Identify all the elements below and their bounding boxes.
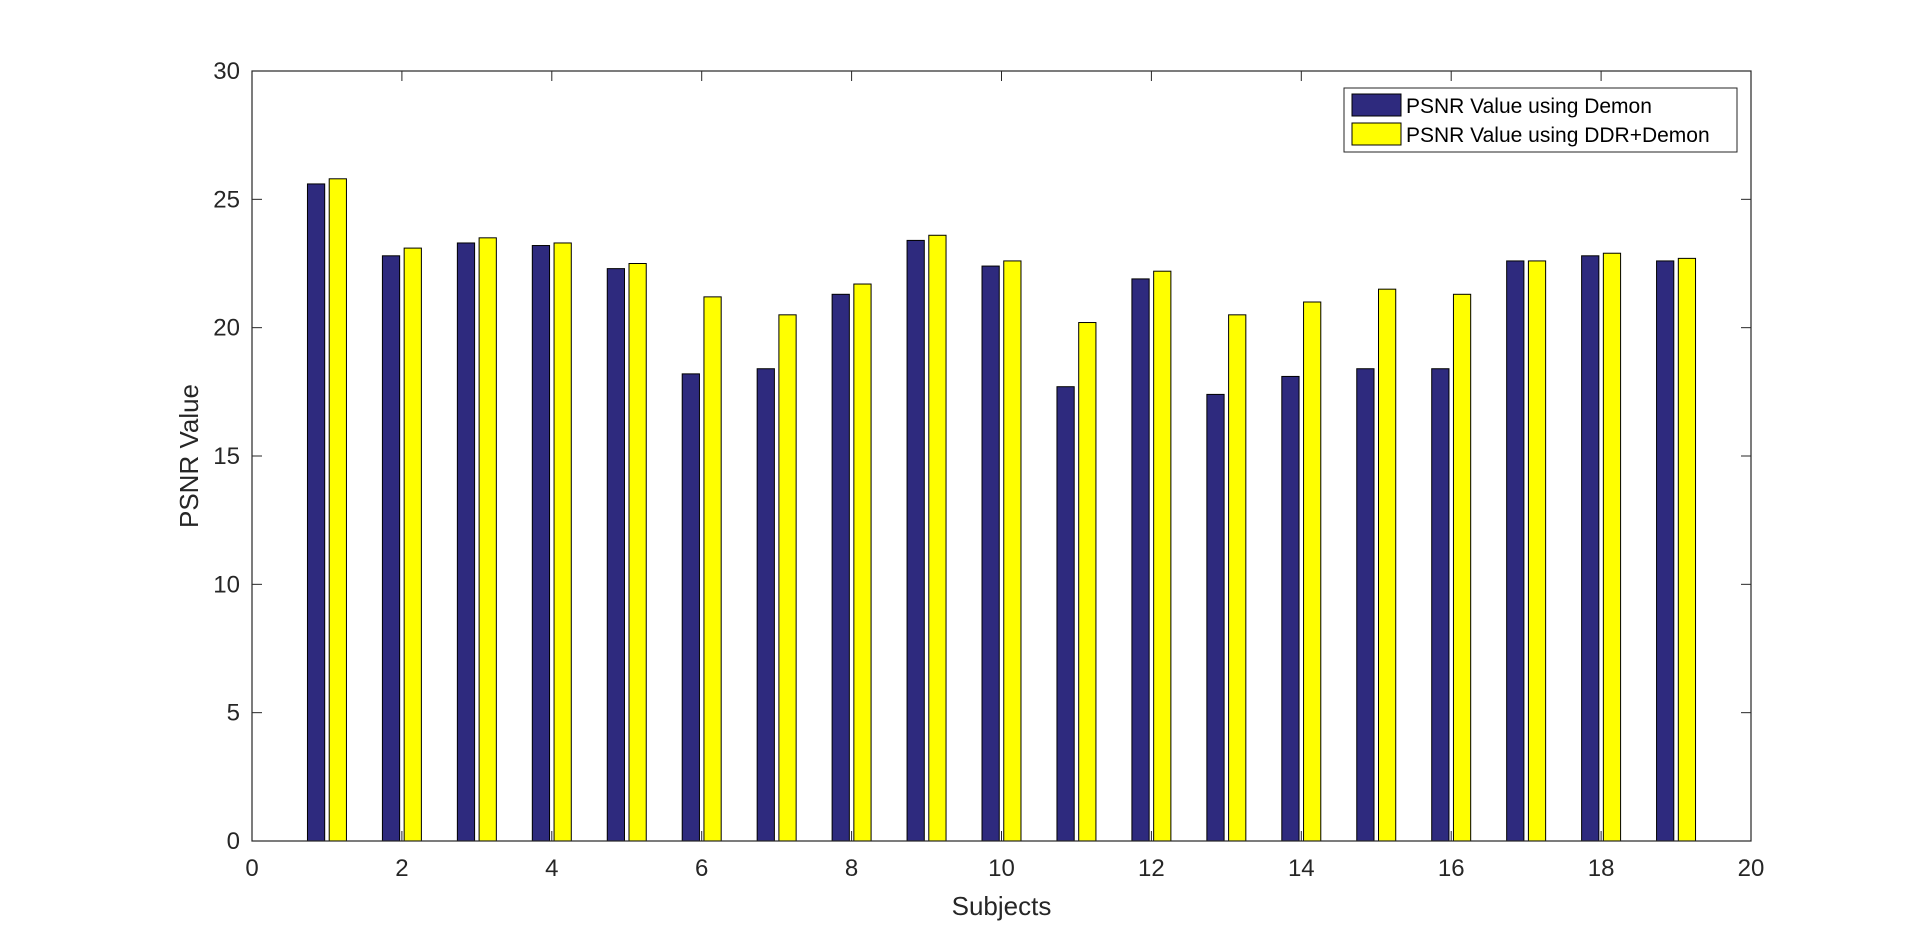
bar-series-2-subject-15 [1378,288,1397,842]
y-tick-label: 0 [227,828,240,855]
bar-series-1-subject-13 [1206,393,1225,842]
x-axis-label: Subjects [952,891,1052,921]
x-tick-label: 2 [395,855,408,882]
x-tick-label: 20 [1738,855,1765,882]
bar-series-2-subject-13 [1228,314,1247,842]
bar-series-1-subject-7 [756,368,775,842]
y-axis-label: PSNR Value [174,384,204,528]
x-tick-label: 16 [1438,855,1465,882]
bar-series-2-subject-11 [1078,322,1097,842]
bar-series-2-subject-12 [1153,270,1172,842]
x-tick-label: 8 [845,855,858,882]
bar-series-1-subject-4 [531,245,551,842]
bar-series-1-subject-12 [1131,278,1150,842]
bar-series-2-subject-18 [1602,252,1622,842]
bar-series-1-subject-15 [1356,368,1375,842]
bar-series-2-subject-8 [853,283,872,842]
bar-series-2-subject-17 [1527,260,1547,842]
axis-ticks [251,70,1752,842]
x-tick-label: 4 [545,855,558,882]
bar-series-2-subject-4 [553,242,572,842]
y-tick-label: 15 [213,443,240,470]
legend-box [1343,87,1738,153]
bar-series-1-subject-18 [1581,255,1600,842]
y-tick-label: 5 [227,700,240,727]
legend: PSNR Value using Demon PSNR Value using … [1343,87,1738,153]
bar-series-1-subject-16 [1431,368,1450,842]
x-tick-label: 6 [695,855,708,882]
bar-series-2-subject-16 [1452,293,1472,842]
bar-series-1-subject-11 [1056,386,1075,842]
bar-series-1-subject-8 [831,293,850,842]
bar-series-2-subject-2 [403,247,422,842]
bar-series-1-subject-5 [606,268,626,842]
bar-series-1-subject-2 [381,255,401,842]
x-tick-label: 14 [1288,855,1315,882]
bar-series-1-subject-10 [981,265,1000,842]
bar-series-2-subject-3 [478,237,497,842]
bar-series-1-subject-9 [906,239,925,842]
bar-series-2-subject-10 [1003,260,1022,842]
legend-swatch-series-2 [1351,122,1402,146]
y-tick-label: 20 [213,315,240,342]
x-tick-label: 10 [988,855,1015,882]
bars-group [306,178,1697,842]
x-tick-label: 18 [1588,855,1615,882]
y-tick-label: 25 [213,186,240,213]
bar-series-1-subject-1 [306,183,326,842]
bar-series-2-subject-5 [628,263,647,842]
bar-series-1-subject-6 [681,373,700,842]
bar-series-1-subject-17 [1506,260,1525,842]
y-tick-label: 30 [213,58,240,85]
x-tick-label: 12 [1138,855,1165,882]
bar-series-1-subject-3 [456,242,476,842]
axis-tick-labels: 0 2 4 6 8 10 12 14 16 18 20 0 5 10 15 20 25 30 [213,58,1764,882]
legend-label-series-1: PSNR Value using Demon [1406,95,1652,118]
x-tick-label: 0 [245,855,258,882]
bar-series-2-subject-1 [328,178,347,842]
legend-swatch-series-1 [1351,93,1402,117]
bar-series-1-subject-14 [1281,375,1300,842]
bar-series-2-subject-9 [928,234,947,842]
legend-label-series-2: PSNR Value using DDR+Demon [1406,124,1710,147]
bar-series-2-subject-14 [1303,301,1322,842]
bar-series-2-subject-7 [778,314,797,842]
bar-series-1-subject-19 [1656,260,1675,842]
bar-series-2-subject-19 [1677,257,1697,842]
plot-area-frame [251,70,1752,842]
bar-series-2-subject-6 [703,296,722,842]
y-tick-label: 10 [213,571,240,598]
